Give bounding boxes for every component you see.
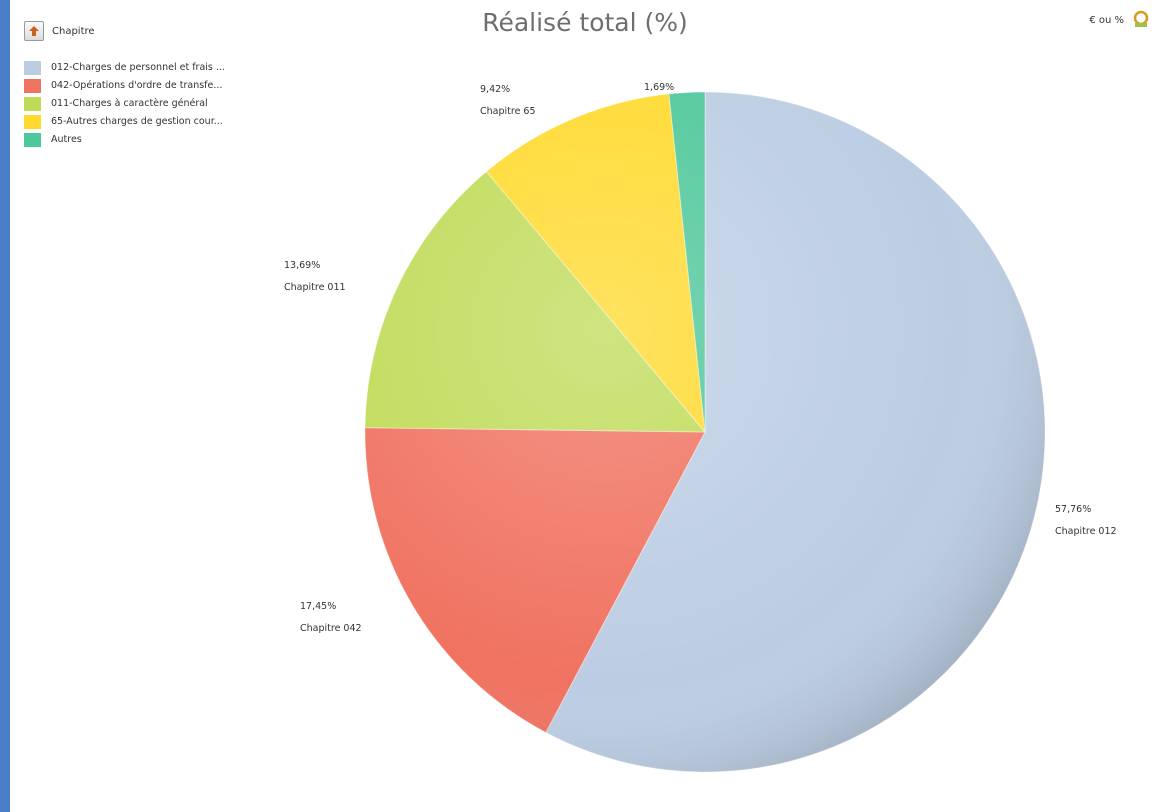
legend-swatch [24, 114, 41, 129]
up-arrow-icon [29, 26, 39, 36]
legend-item[interactable]: Autres [24, 132, 225, 147]
refresh-icon[interactable] [1132, 10, 1150, 31]
legend: 012-Charges de personnel et frais ... 042… [24, 60, 225, 150]
slice-category-label: Chapitre 012 [1055, 526, 1117, 537]
legend-label: 65-Autres charges de gestion cour... [51, 116, 223, 127]
legend-swatch [24, 60, 41, 75]
chart-panel: Réalisé total (%) Chapitre 012-Charges d… [10, 0, 1160, 812]
legend-label: 042-Opérations d'ordre de transfe... [51, 80, 223, 91]
slice-category-label: Chapitre 042 [300, 623, 362, 634]
legend-title: Chapitre [52, 25, 95, 37]
unit-toggle: € ou % [1089, 10, 1150, 31]
unit-toggle-button[interactable]: € ou % [1089, 15, 1124, 26]
slice-percent-label: 57,76% [1055, 504, 1091, 515]
legend-item[interactable]: 012-Charges de personnel et frais ... [24, 60, 225, 75]
legend-item[interactable]: 65-Autres charges de gestion cour... [24, 114, 225, 129]
legend-item[interactable]: 011-Charges à caractère général [24, 96, 225, 111]
drill-up-button[interactable] [24, 21, 44, 41]
slice-percent-label: 9,42% [480, 84, 510, 95]
slice-category-label: Chapitre 011 [284, 282, 346, 293]
legend-swatch [24, 96, 41, 111]
chart-title: Réalisé total (%) [482, 8, 688, 37]
slice-category-label: Chapitre 65 [480, 106, 536, 117]
legend-swatch [24, 132, 41, 147]
legend-header: Chapitre [24, 20, 95, 42]
pie-chart: 57,76% Chapitre 012 17,45% Chapitre 042 13,6… [284, 82, 1117, 773]
slice-percent-label: 13,69% [284, 260, 320, 271]
legend-label: 012-Charges de personnel et frais ... [51, 62, 225, 73]
legend-item[interactable]: 042-Opérations d'ordre de transfe... [24, 78, 225, 93]
slice-percent-label: 1,69% [644, 82, 674, 93]
legend-swatch [24, 78, 41, 93]
legend-label: Autres [51, 134, 82, 145]
legend-label: 011-Charges à caractère général [51, 98, 208, 109]
slice-percent-label: 17,45% [300, 601, 336, 612]
